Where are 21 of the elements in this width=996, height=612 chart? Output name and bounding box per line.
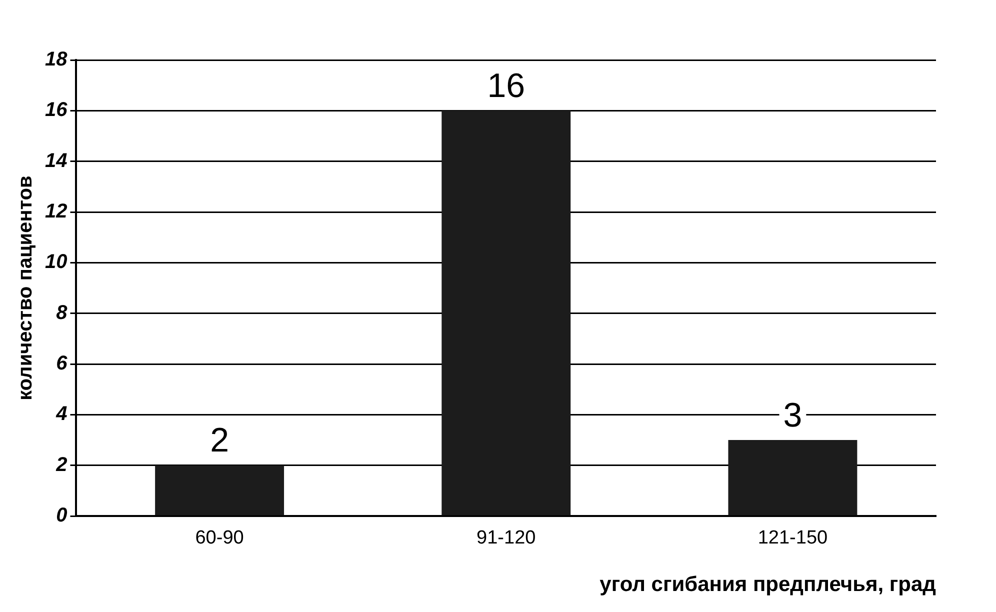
bar [442, 110, 571, 516]
x-axis-title: угол сгибания предплечья, град [600, 573, 936, 596]
y-tick-label: 8 [56, 302, 68, 324]
y-tick-label: 16 [44, 99, 68, 122]
y-tick-label: 0 [56, 504, 68, 527]
data-label: 2 [210, 422, 229, 460]
x-tick-label: 121-150 [758, 528, 828, 549]
bar [155, 465, 284, 516]
y-tick-label: 2 [55, 454, 68, 476]
y-tick-label: 18 [44, 48, 68, 71]
x-tick-label: 60-90 [195, 528, 244, 549]
y-tick-label: 6 [56, 352, 68, 375]
bar [728, 440, 858, 516]
y-tick-label: 10 [44, 251, 68, 274]
data-label: 3 [783, 396, 802, 434]
y-tick-label: 12 [44, 200, 68, 223]
y-tick-label: 14 [44, 150, 68, 172]
data-label: 16 [487, 67, 526, 106]
y-axis-title: количество пациентов [14, 176, 37, 400]
x-tick-label: 91-120 [476, 528, 536, 549]
y-tick-label: 4 [55, 403, 68, 426]
